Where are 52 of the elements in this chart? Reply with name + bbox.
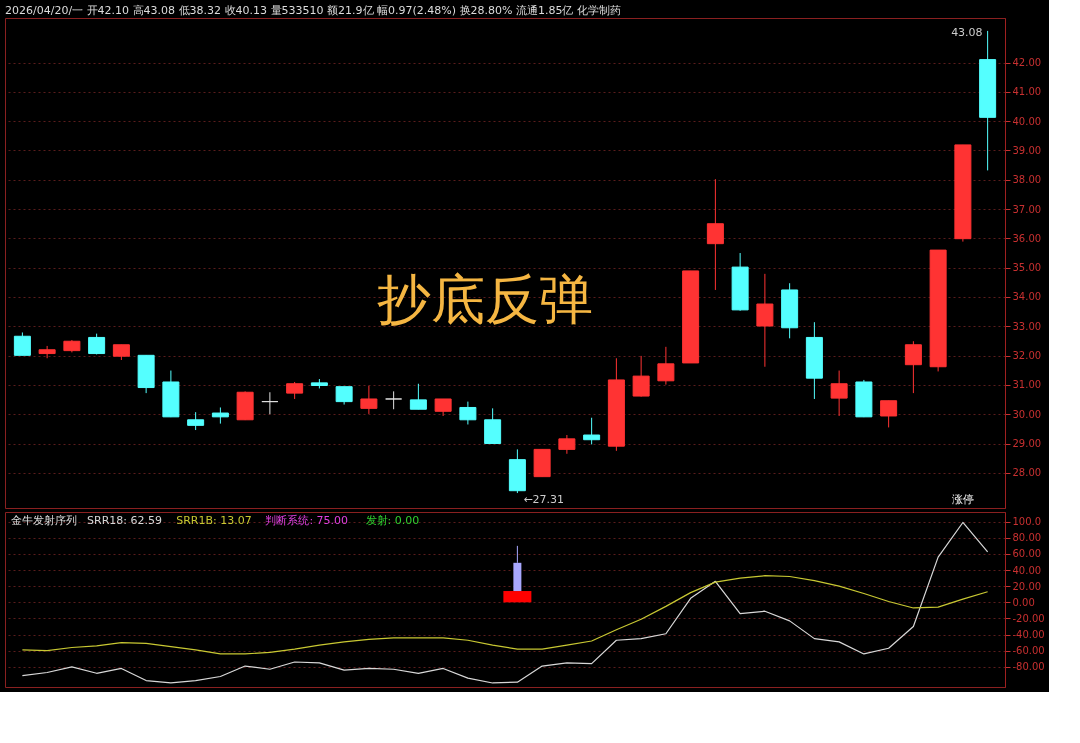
y-tick-label: 39.00 (1012, 144, 1042, 156)
annotation: 发射: 0.00 (365, 514, 420, 527)
y-tick-label: -80.00 (1012, 661, 1045, 673)
y-tick-label: 36.00 (1012, 232, 1042, 244)
y-tick-label: 100.0 (1012, 516, 1042, 528)
y-tick-label: -60.00 (1012, 645, 1045, 657)
y-tick-label: 38.00 (1012, 174, 1042, 186)
y-tick-label: 30.00 (1012, 408, 1042, 420)
y-tick-label: 40.00 (1012, 564, 1042, 576)
candlestick (657, 346, 675, 386)
candlestick (38, 345, 56, 359)
candlestick (360, 385, 378, 415)
y-tick-label: 33.00 (1012, 320, 1042, 332)
candlestick (706, 178, 724, 291)
candlestick (583, 417, 601, 445)
y-tick-label: 29.00 (1012, 438, 1042, 450)
candlestick (261, 391, 279, 415)
y-tick-label: 28.00 (1012, 467, 1042, 479)
annotation: 抄底反弹 (377, 269, 593, 330)
candlestick (830, 370, 848, 417)
candlestick (459, 401, 477, 425)
candlestick (558, 434, 576, 455)
line-series (21, 575, 989, 655)
text: SRR18: 62.59 (87, 514, 162, 527)
annotation: 43.08 (951, 25, 983, 39)
y-tick-label: 42.00 (1012, 57, 1042, 69)
candlestick (756, 273, 774, 368)
candlestick (409, 383, 427, 410)
y-tick-label: -20.00 (1012, 612, 1045, 624)
chart-subtitle: 2026/04/20/一 开42.10 高43.08 低38.32 收40.13 量533510 额21.9亿 幅0.97(2.48%) 换28.80% 流通1.85亿 化学制药 (5, 4, 621, 17)
annotation: 涨停 (951, 493, 974, 505)
chart-title: 金牛发射序列 (11, 514, 77, 527)
annotation: ←27.31 (523, 493, 565, 507)
text: SRR1B: 13.07 (176, 514, 252, 527)
y-tick-label: 34.00 (1012, 291, 1042, 303)
y-tick-label: 0.00 (1012, 596, 1035, 608)
y-tick-label: 31.00 (1012, 379, 1042, 391)
candlestick (880, 400, 898, 428)
y-tick-label: 35.00 (1012, 262, 1042, 274)
y-tick-label: 41.00 (1012, 86, 1042, 98)
y-tick-label: 80.00 (1012, 532, 1042, 544)
candlestick (632, 355, 650, 398)
y-tick-label: 40.00 (1012, 115, 1042, 127)
candlestick (904, 340, 922, 394)
candlestick (13, 331, 31, 356)
annotation: 判断系统: 75.00 (265, 514, 349, 527)
y-tick-label: 60.00 (1012, 548, 1042, 560)
y-tick-label: 37.00 (1012, 203, 1042, 215)
y-tick-label: 20.00 (1012, 580, 1042, 592)
y-tick-label: 32.00 (1012, 350, 1042, 362)
candlestick (484, 407, 502, 445)
y-tick-label: -40.00 (1012, 629, 1045, 641)
